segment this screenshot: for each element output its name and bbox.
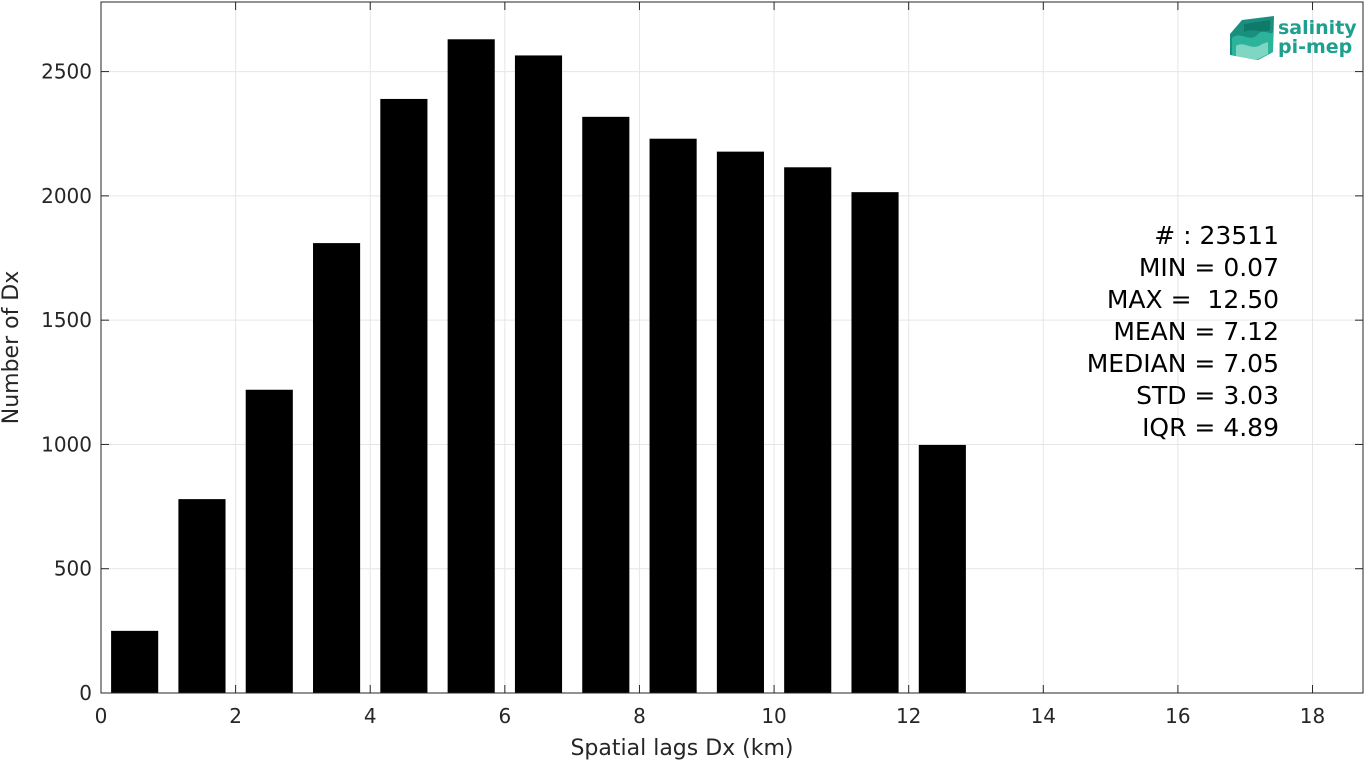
stat-line: MIN = 0.07	[1139, 253, 1279, 282]
y-tick-label: 2500	[41, 60, 92, 84]
y-tick-label: 1500	[41, 308, 92, 332]
stat-line: IQR = 4.89	[1142, 413, 1279, 442]
logo-line-1: salinity	[1278, 17, 1357, 39]
x-tick-label: 18	[1300, 704, 1325, 728]
bar	[380, 98, 428, 694]
x-axis-title: Spatial lags Dx (km)	[570, 736, 793, 761]
salinity-pi-mep-logo: salinity pi-mep	[1230, 16, 1357, 60]
x-tick-label: 16	[1165, 704, 1190, 728]
bar	[918, 444, 966, 693]
y-tick-label: 1000	[41, 432, 92, 456]
bar	[111, 630, 159, 693]
x-tick-label: 0	[95, 704, 108, 728]
bar	[784, 167, 832, 694]
plot-frame	[100, 1, 1364, 694]
y-tick-label: 0	[79, 681, 92, 705]
x-tick-label: 6	[498, 704, 511, 728]
x-tick-label: 4	[364, 704, 377, 728]
y-tick-label: 2000	[41, 184, 92, 208]
x-tick-label: 14	[1031, 704, 1056, 728]
bar	[178, 499, 226, 693]
bar	[649, 138, 697, 694]
stat-line: # : 23511	[1154, 221, 1279, 250]
x-tick-label: 10	[761, 704, 786, 728]
y-tick-label: 500	[54, 557, 92, 581]
bar	[447, 39, 495, 693]
bar	[851, 192, 899, 693]
y-axis: 0 500 1000 1500 2000 2500	[41, 60, 1363, 705]
x-tick-label: 12	[896, 704, 921, 728]
x-tick-label: 8	[633, 704, 646, 728]
bar	[582, 116, 630, 693]
bar	[313, 243, 361, 693]
statistics-box: # : 23511 MIN = 0.07 MAX = 12.50 MEAN = 7.1…	[1087, 221, 1279, 442]
stat-line: MAX = 12.50	[1107, 285, 1279, 314]
x-axis: 0 2 4 6 8 10 12 14 16 18	[95, 2, 1325, 728]
stat-line: MEDIAN = 7.05	[1087, 349, 1279, 378]
bar	[514, 55, 563, 693]
bar	[716, 151, 764, 694]
bars	[111, 39, 966, 694]
y-axis-title: Number of Dx	[0, 271, 24, 425]
wave-logo-icon	[1230, 16, 1274, 60]
bar	[245, 389, 293, 693]
stat-line: MEAN = 7.12	[1113, 317, 1279, 346]
stat-line: STD = 3.03	[1136, 381, 1279, 410]
logo-line-2: pi-mep	[1278, 36, 1352, 58]
x-tick-label: 2	[229, 704, 242, 728]
